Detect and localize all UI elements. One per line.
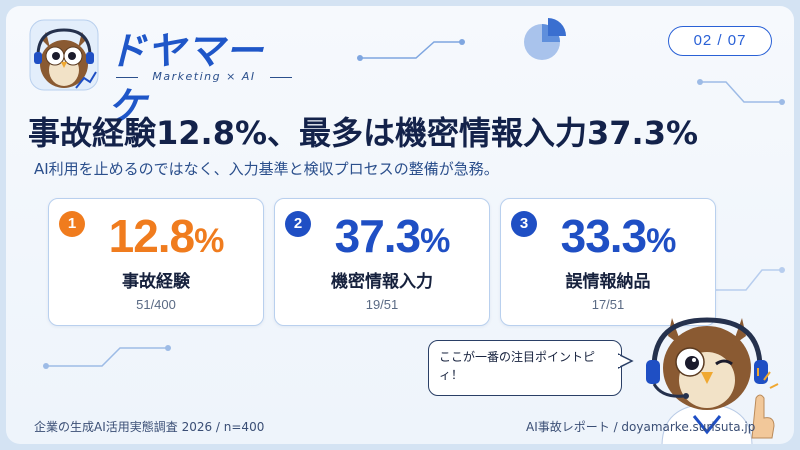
stat-card-2: 2 37.3% 機密情報入力 19/51 [274, 198, 490, 326]
speech-bubble-tail [618, 353, 634, 369]
brand-tagline: Marketing × AI [116, 70, 292, 83]
page-title: 事故経験12.8%、最多は機密情報入力37.3% [28, 114, 699, 152]
speech-bubble: ここが一番の注目ポイントピィ！ [428, 340, 622, 396]
stat-value: 37.3% [334, 210, 451, 262]
pointing-hand-icon [751, 394, 775, 439]
page-subtitle: AI利用を止めるのではなく、入力基準と検収プロセスの整備が急務。 [34, 160, 499, 178]
circuit-line-icon [707, 267, 785, 293]
rank-badge: 1 [59, 211, 85, 237]
owl-mascot-icon [646, 317, 779, 444]
page-indicator: 02 / 07 [668, 26, 772, 56]
stat-label: 機密情報入力 [331, 272, 433, 292]
stat-card-3: 3 33.3% 誤情報納品 17/51 [500, 198, 716, 326]
stat-card-1: 1 12.8% 事故経験 51/400 [48, 198, 264, 326]
rank-badge: 2 [285, 211, 311, 237]
stat-label: 誤情報納品 [565, 272, 651, 292]
pie-chart-icon [524, 18, 566, 60]
brand-logo: ドヤマーケ Marketing × AI [28, 18, 298, 128]
stat-fraction: 17/51 [591, 297, 625, 312]
circuit-line-icon [697, 79, 785, 105]
rank-badge: 3 [511, 211, 537, 237]
stat-value: 12.8% [108, 210, 225, 262]
slide: ドヤマーケ Marketing × AI 02 / 07 事故経験12.8%、最… [6, 6, 794, 444]
site-credit: AI事故レポート / doyamarke.surisuta.jp [526, 420, 756, 434]
stat-value: 33.3% [560, 210, 677, 262]
circuit-line-icon [357, 39, 465, 61]
circuit-line-icon [43, 345, 171, 369]
stat-fraction: 19/51 [365, 297, 399, 312]
stat-label: 事故経験 [122, 272, 190, 292]
owl-mascot-icon [29, 19, 99, 91]
source-note: 企業の生成AI活用実態調査 2026 / n=400 [34, 420, 265, 434]
stat-fraction: 51/400 [136, 297, 176, 312]
brand-name: ドヤマーケ [108, 29, 265, 128]
